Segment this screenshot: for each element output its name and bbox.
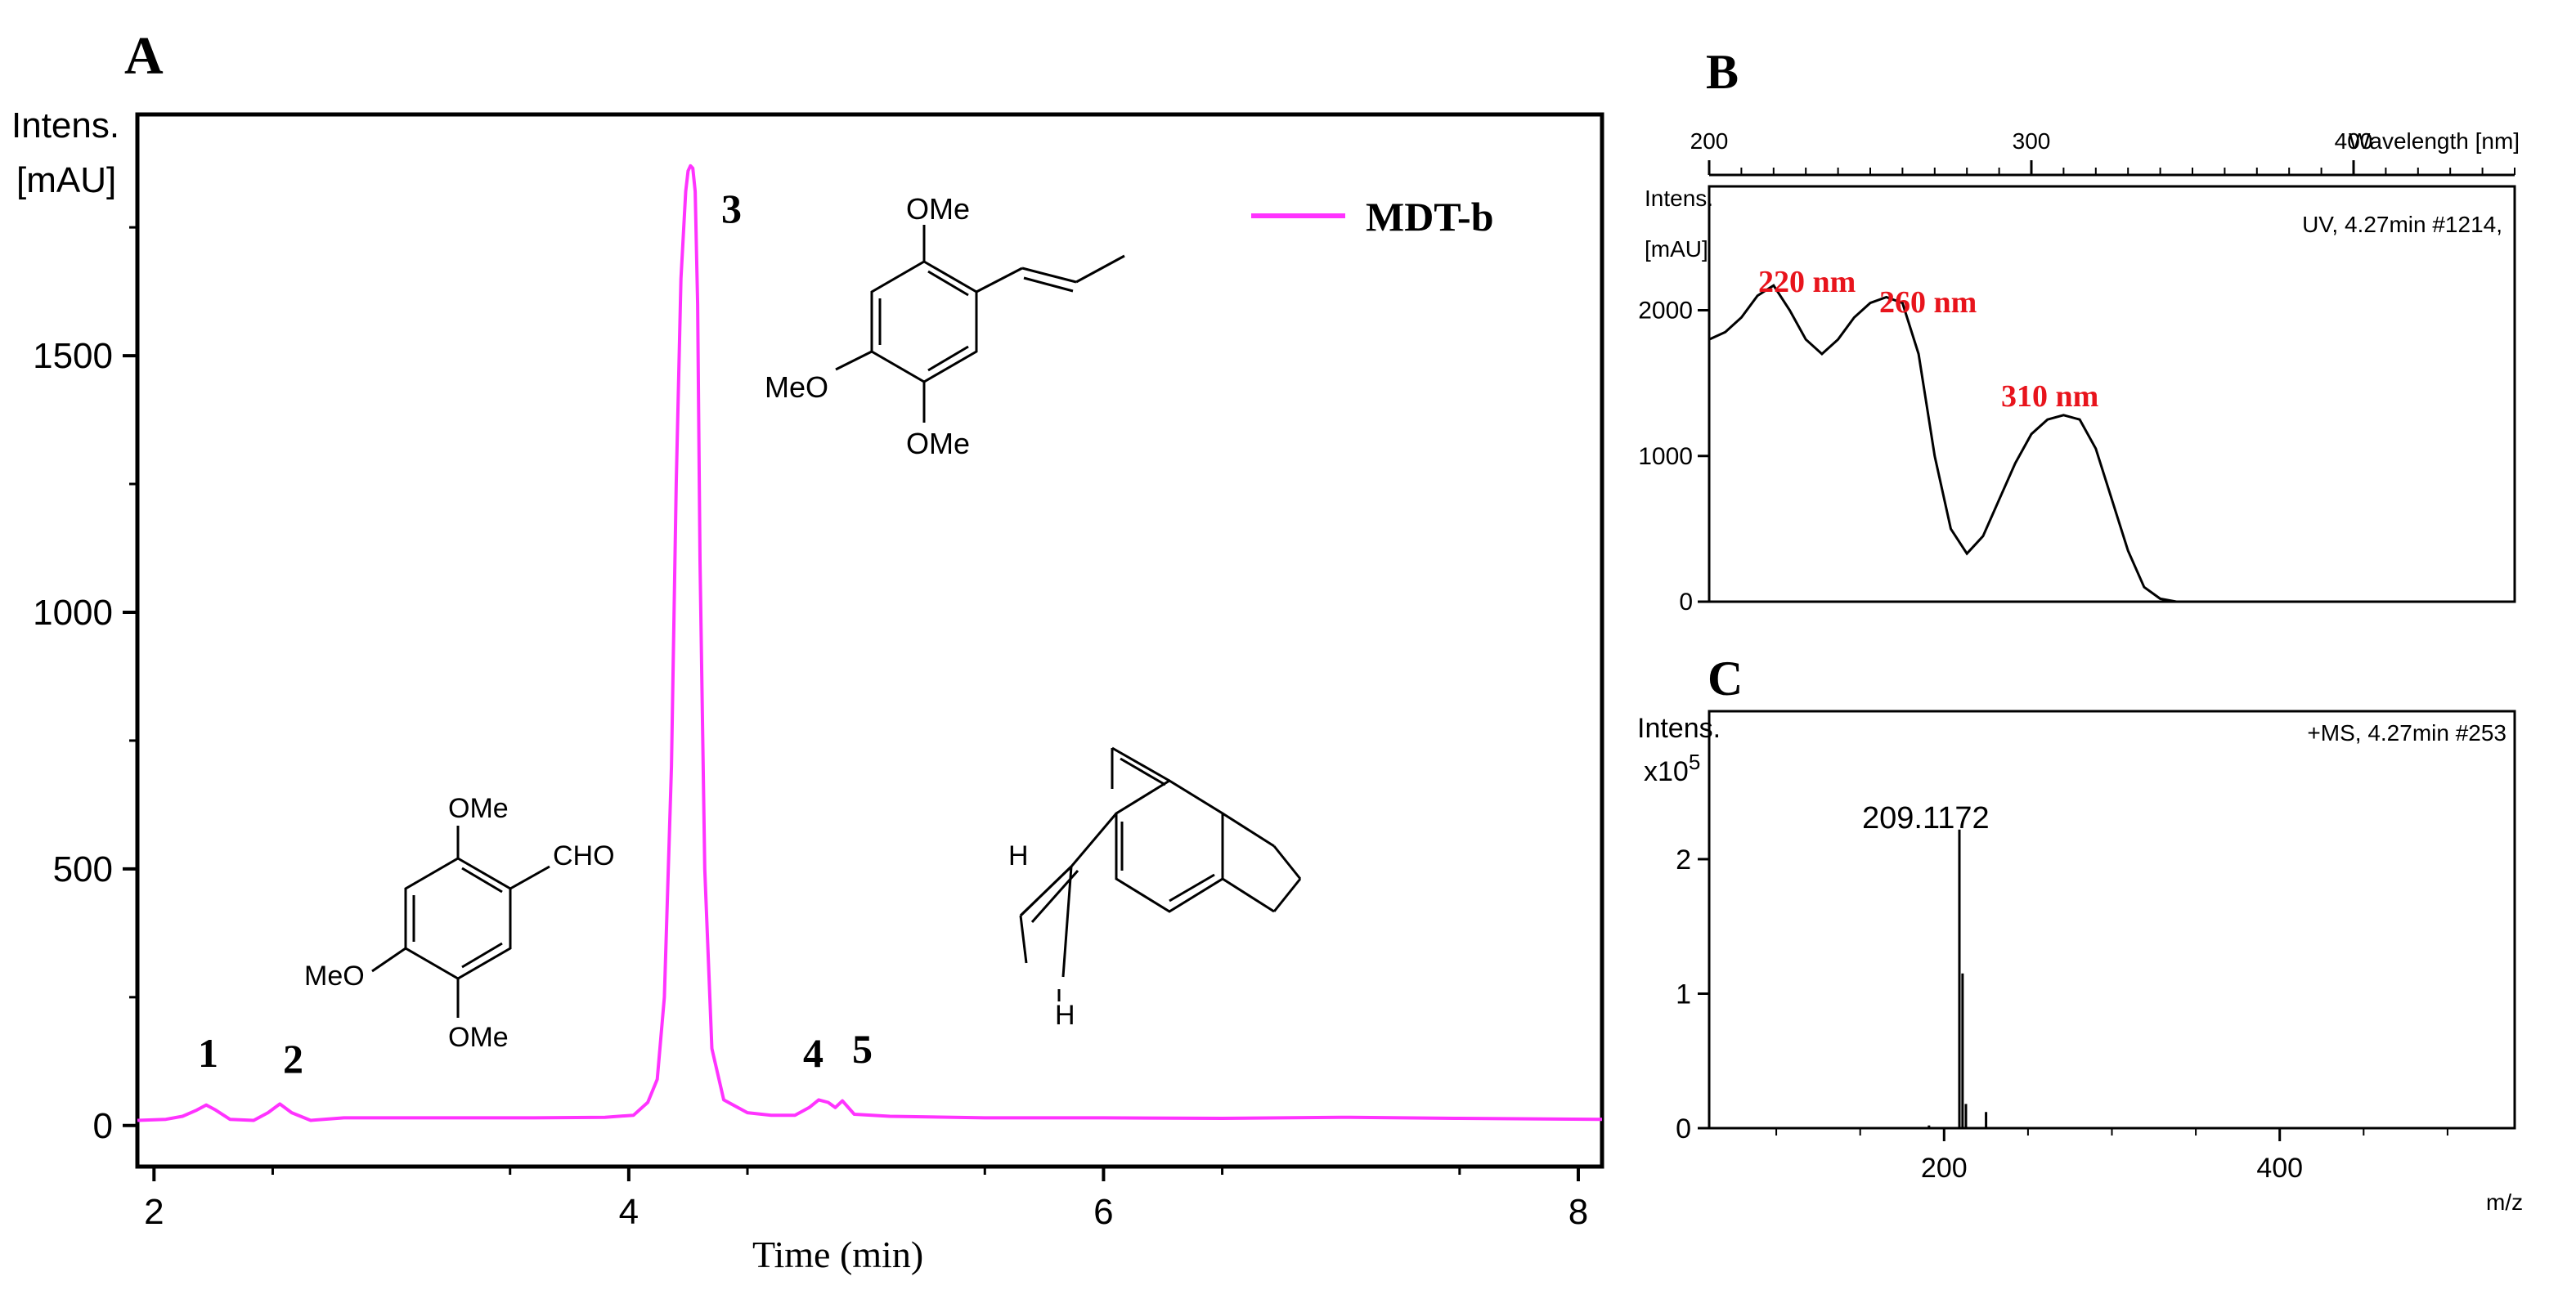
panel-b-y-tick-label-2000: 2000	[1638, 298, 1693, 325]
panel-a-y-tick-label-500: 500	[53, 849, 113, 889]
panel-a-y-tick-label-1000: 1000	[33, 593, 113, 633]
panel-c-ms-peaks	[1928, 829, 1988, 1128]
panel-a-plot-frame	[135, 112, 1604, 1169]
panel-c-y-title-base: x10	[1644, 756, 1689, 787]
panel-a-x-tick-label-2: 2	[144, 1192, 164, 1232]
structure-3-label-ome-top: OMe	[906, 192, 970, 226]
panel-a-y-title-line2: [mAU]	[16, 160, 116, 200]
peak-label-1: 1	[198, 1030, 218, 1076]
panel-a-legend-label: MDT-b	[1366, 194, 1494, 240]
structure-1-label-cho: CHO	[553, 840, 615, 871]
panel-a-x-tick-label-8: 8	[1568, 1192, 1588, 1232]
structure-1-label-meo: MeO	[304, 961, 365, 992]
structure-3-label-meo: MeO	[765, 370, 828, 404]
panel-b-x-tick-label-300: 300	[2013, 128, 2051, 154]
panel-c-y-tick-label-0: 0	[1676, 1113, 1691, 1144]
panel-b-x-title: Wavelength [nm]	[2349, 128, 2520, 154]
structure-5-label-h-bottom: H	[1055, 1000, 1075, 1031]
panel-c-axes: 200 400 0 1 2	[1676, 844, 2448, 1184]
panel-c-plot-frame	[1708, 710, 2516, 1130]
panel-b-x-tick-label-400: 400	[2335, 128, 2373, 154]
peak-label-5: 5	[852, 1026, 873, 1072]
structure-1-label-ome-top: OMe	[448, 793, 509, 824]
peak-label-3: 3	[721, 186, 742, 231]
panel-c-y-tick-label-2: 2	[1676, 844, 1691, 876]
panel-a-chromatogram-line	[137, 164, 1603, 1122]
panel-c-x-title: m/z	[2486, 1189, 2523, 1215]
panel-c-x-tick-label-200: 200	[1921, 1153, 1968, 1184]
panel-a-y-tick-label-0: 0	[93, 1106, 113, 1146]
structure-compound-1	[371, 826, 550, 1018]
structure-5-label-h-top: H	[1008, 840, 1029, 871]
panel-c-y-title-line2: x105	[1644, 750, 1700, 787]
panel-a-letter: A	[124, 26, 164, 86]
panel-a-x-tick-label-6: 6	[1093, 1192, 1113, 1232]
panel-b-letter: B	[1706, 45, 1739, 99]
uv-annotation-310: 310 nm	[2001, 379, 2098, 414]
structure-compound-3	[835, 225, 1125, 423]
panel-b-x-tick-label-200: 200	[1690, 128, 1729, 154]
panel-c-y-title-line1: Intens.	[1637, 713, 1721, 744]
panel-a-x-tick-label-4: 4	[619, 1192, 639, 1232]
panel-b-y-title-line1: Intens.	[1645, 186, 1713, 211]
panel-b-axes: 200 300 400 0 1000 2000	[1638, 128, 2515, 616]
panel-c-info: +MS, 4.27min #253	[2307, 720, 2506, 746]
ms-peak-label: 209.1172	[1862, 801, 1990, 835]
panel-b: B Wavelength [nm] Intens. [mAU] UV, 4.27…	[1638, 45, 2520, 616]
uv-annotation-260: 260 nm	[1879, 285, 1977, 320]
panel-c-y-title-exponent: 5	[1689, 750, 1700, 774]
panel-a-axes: 2 4 6 8 0 500 1000 1500	[33, 226, 1588, 1232]
panel-b-info: UV, 4.27min #1214,	[2302, 212, 2502, 237]
panel-a-y-tick-label-1500: 1500	[33, 336, 113, 376]
panel-c: C Intens. x105 +MS, 4.27min #253 200 400 0…	[1637, 652, 2523, 1215]
uv-annotation-220: 220 nm	[1758, 265, 1856, 299]
structure-compound-5	[1019, 746, 1302, 1001]
panel-a-x-title: Time (min)	[752, 1234, 923, 1275]
peak-label-2: 2	[283, 1036, 303, 1082]
panel-c-letter: C	[1708, 652, 1743, 706]
panel-a-y-title-line1: Intens.	[11, 105, 119, 146]
panel-c-y-tick-label-1: 1	[1676, 979, 1691, 1010]
panel-b-uv-spectrum-line	[1708, 284, 2192, 603]
panel-c-x-tick-label-400: 400	[2256, 1153, 2303, 1184]
panel-b-plot-frame	[1708, 185, 2516, 603]
panel-b-y-tick-label-0: 0	[1679, 589, 1693, 616]
peak-label-4: 4	[803, 1030, 824, 1076]
structure-3-label-ome-bottom: OMe	[906, 427, 970, 460]
panel-b-y-title-line2: [mAU]	[1645, 236, 1708, 262]
panel-a: A Intens. [mAU] 2 4 6 8 0 500 1000 1500 Time (m…	[11, 26, 1604, 1275]
panel-b-y-tick-label-1000: 1000	[1638, 443, 1693, 470]
structure-1-label-ome-bottom: OMe	[448, 1022, 509, 1053]
